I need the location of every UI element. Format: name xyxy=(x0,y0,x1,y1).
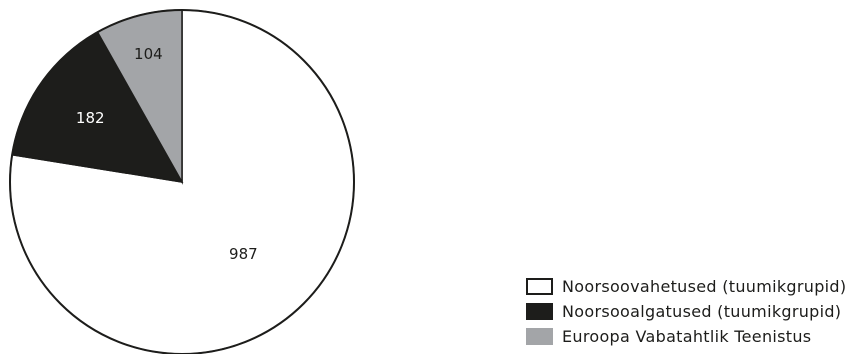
legend-item-euroopa-vabatahtlik-teenistus: Euroopa Vabatahtlik Teenistus xyxy=(526,324,846,349)
pie-slice-label-2: 182 xyxy=(76,109,105,127)
pie-outline xyxy=(9,9,355,354)
legend-swatch-noorsoovahetused xyxy=(526,278,553,295)
legend-swatch-euroopa-vabatahtlik-teenistus xyxy=(526,328,553,345)
legend-item-noorsooalgatused: Noorsooalgatused (tuumikgrupid) xyxy=(526,299,846,324)
legend-swatch-noorsooalgatused xyxy=(526,303,553,320)
legend-label-noorsooalgatused: Noorsooalgatused (tuumikgrupid) xyxy=(562,302,842,321)
legend-item-noorsoovahetused: Noorsoovahetused (tuumikgrupid) xyxy=(526,274,846,299)
pie-slice-label-1: 987 xyxy=(229,245,258,263)
legend-label-noorsoovahetused: Noorsoovahetused (tuumikgrupid) xyxy=(562,277,847,296)
pie-slice-label-3: 104 xyxy=(134,45,163,63)
legend-label-euroopa-vabatahtlik-teenistus: Euroopa Vabatahtlik Teenistus xyxy=(562,327,812,346)
legend: Noorsoovahetused (tuumikgrupid) Noorsooa… xyxy=(526,274,846,349)
